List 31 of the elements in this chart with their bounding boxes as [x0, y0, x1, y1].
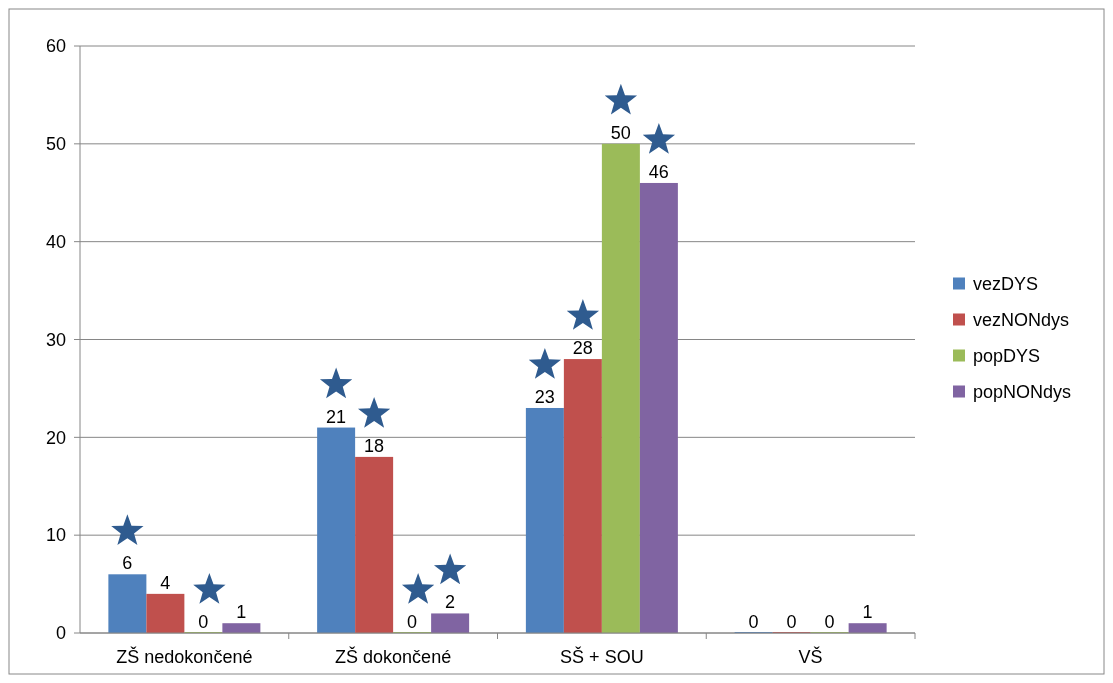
legend-label: popDYS — [973, 345, 1041, 366]
data-label: 2 — [445, 592, 456, 613]
y-tick-label: 40 — [45, 231, 66, 252]
data-label: 23 — [534, 386, 555, 407]
data-label: 1 — [236, 602, 247, 623]
y-tick-label: 60 — [45, 36, 66, 57]
data-label: 50 — [610, 122, 631, 143]
data-label: 28 — [572, 338, 593, 359]
x-tick-label: ZŠ nedokončené — [116, 646, 253, 667]
y-tick-label: 20 — [45, 427, 66, 448]
y-tick-label: 50 — [45, 134, 66, 155]
x-tick-label: SŠ + SOU — [560, 646, 644, 667]
data-label: 0 — [824, 612, 835, 632]
data-label: 46 — [648, 161, 669, 182]
data-label: 4 — [160, 572, 171, 593]
data-label: 0 — [748, 612, 759, 632]
x-tick-label: ZŠ dokončené — [335, 646, 452, 667]
data-label: 0 — [198, 612, 209, 632]
legend-label: vezNONdys — [973, 309, 1070, 330]
y-tick-label: 30 — [45, 329, 66, 350]
data-label: 18 — [364, 435, 385, 456]
legend-label: popNONdys — [973, 381, 1072, 402]
y-tick-label: 0 — [55, 623, 66, 644]
data-label: 6 — [122, 553, 133, 574]
y-tick-label: 10 — [45, 525, 66, 546]
data-label: 0 — [407, 612, 418, 632]
data-label: 0 — [786, 612, 797, 632]
legend-label: vezDYS — [973, 273, 1039, 294]
data-label: 1 — [862, 602, 873, 623]
x-tick-label: VŠ — [798, 646, 823, 667]
data-label: 21 — [326, 406, 347, 427]
